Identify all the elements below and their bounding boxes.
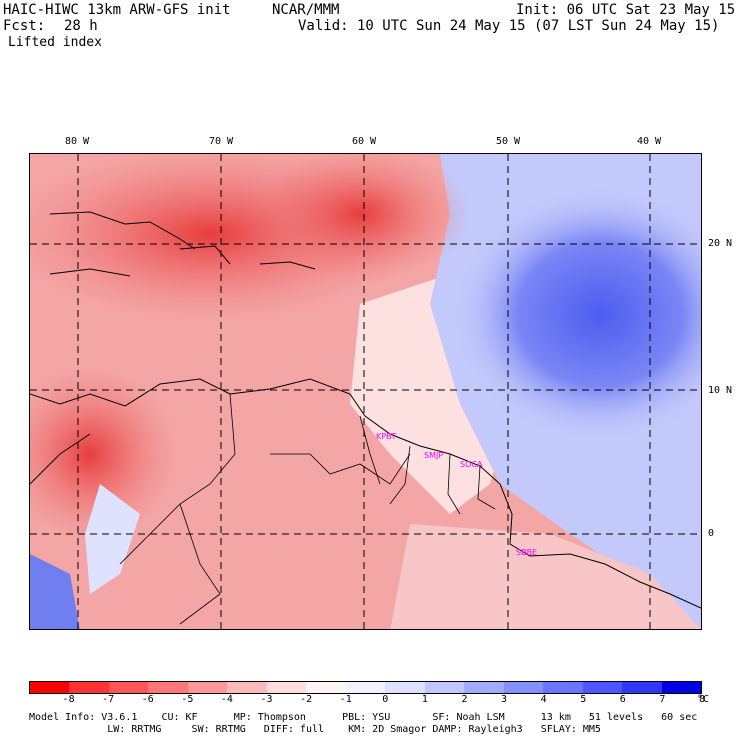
colorbar-tick-label: 0 bbox=[382, 694, 389, 705]
colorbar-tick-label: 5 bbox=[580, 694, 587, 705]
lon-label-50w: 50 W bbox=[496, 136, 521, 147]
model-title: HAIC-HIWC 13km ARW-GFS init bbox=[3, 2, 231, 18]
lon-label-80w: 80 W bbox=[65, 136, 90, 147]
colorbar-tick-label: 2 bbox=[461, 694, 468, 705]
colorbar-segment bbox=[69, 682, 109, 693]
colorbar-segment bbox=[385, 682, 425, 693]
colorbar-segment bbox=[227, 682, 267, 693]
colorbar bbox=[29, 681, 702, 694]
city-label-soca: SOCA bbox=[460, 460, 483, 469]
colorbar-segment bbox=[266, 682, 307, 693]
coastlines bbox=[30, 211, 701, 609]
model-info-line2: LW: RRTMG SW: RRTMG DIFF: full KM: 2D Sm… bbox=[29, 724, 601, 735]
lat-lon-grid bbox=[30, 154, 701, 629]
amazon-region bbox=[390, 524, 701, 629]
lifted-index-map bbox=[29, 153, 702, 630]
colorbar-segment bbox=[108, 682, 149, 693]
colorbar-tick-label: 4 bbox=[540, 694, 547, 705]
colorbar-segment bbox=[187, 682, 228, 693]
colorbar-segment bbox=[306, 682, 346, 693]
colorbar-tick-label: -3 bbox=[260, 694, 273, 705]
andes-neutral bbox=[85, 484, 140, 594]
lat-label-20n: 20 N bbox=[708, 238, 733, 249]
colorbar-tick-label: -4 bbox=[220, 694, 233, 705]
lon-label-40w: 40 W bbox=[637, 136, 662, 147]
city-label-smjp: SMJP bbox=[424, 451, 444, 460]
org-label: NCAR/MMM bbox=[272, 2, 340, 18]
unstable-northeast bbox=[250, 154, 470, 284]
valid-time: Valid: 10 UTC Sun 24 May 15 (07 LST Sun … bbox=[298, 18, 720, 34]
colorbar-segment bbox=[661, 682, 701, 693]
field-name: Lifted index bbox=[8, 35, 102, 50]
map-canvas bbox=[30, 154, 701, 629]
lon-label-70w: 70 W bbox=[209, 136, 234, 147]
colorbar-tick-label: -7 bbox=[102, 694, 115, 705]
colorbar-segment bbox=[345, 682, 386, 693]
colorbar-tick-label: 7 bbox=[659, 694, 666, 705]
lon-label-60w: 60 W bbox=[352, 136, 377, 147]
lat-label-0: 0 bbox=[708, 528, 715, 539]
colorbar-segment bbox=[622, 682, 662, 693]
colorbar-segment bbox=[503, 682, 544, 693]
colorbar-tick-label: 8 bbox=[698, 694, 706, 705]
colorbar-tick-label: -1 bbox=[339, 694, 352, 705]
colorbar-tick-label: 3 bbox=[501, 694, 508, 705]
colorbar-tick-label: -5 bbox=[181, 694, 194, 705]
colorbar-tick-label: 6 bbox=[619, 694, 626, 705]
model-info-line1: Model Info: V3.6.1 CU: KF MP: Thompson P… bbox=[29, 712, 698, 723]
city-label-sbbe: SBBE bbox=[516, 548, 538, 557]
lat-label-10n: 10 N bbox=[708, 385, 733, 396]
colorbar-tick-label: -2 bbox=[300, 694, 313, 705]
colorbar-segment bbox=[464, 682, 504, 693]
pacific-stable bbox=[30, 554, 80, 629]
stable-core bbox=[450, 184, 701, 444]
colorbar-segment bbox=[543, 682, 583, 693]
colorbar-segment bbox=[424, 682, 465, 693]
city-label-kpbt: KPBT bbox=[376, 432, 397, 441]
colorbar-tick-label: -6 bbox=[141, 694, 154, 705]
colorbar-segment bbox=[582, 682, 623, 693]
forecast-hour: 28 h bbox=[64, 18, 98, 34]
forecast-label: Fcst: bbox=[3, 18, 46, 34]
colorbar-tick-label: 1 bbox=[421, 694, 428, 705]
unstable-colombia bbox=[30, 364, 180, 544]
colorbar-segment bbox=[148, 682, 188, 693]
colorbar-segment bbox=[30, 682, 70, 693]
init-time: Init: 06 UTC Sat 23 May 15 bbox=[516, 2, 736, 18]
country-borders bbox=[119, 393, 496, 625]
colorbar-unit: °C bbox=[696, 694, 710, 705]
colorbar-tick-label: -8 bbox=[62, 694, 75, 705]
